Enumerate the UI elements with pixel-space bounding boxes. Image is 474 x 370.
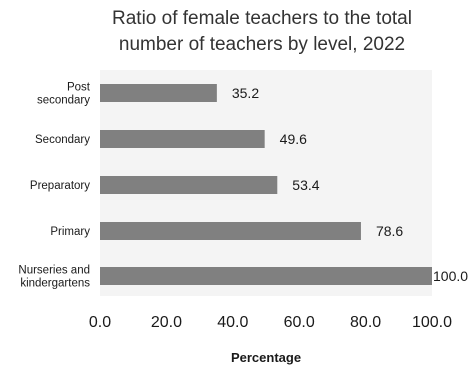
bar (100, 84, 217, 102)
data-label: 49.6 (280, 131, 307, 147)
category-label: Primary (50, 226, 90, 238)
bars-group (100, 84, 432, 285)
category-label: kindergartens (20, 278, 90, 290)
chart-title: Ratio of female teachers to the total num… (112, 8, 412, 55)
category-label: Post (67, 82, 91, 94)
data-label: 78.6 (376, 223, 403, 239)
x-tick-label: 100.0 (412, 314, 452, 331)
data-label: 53.4 (292, 177, 319, 193)
data-label: 100.0 (433, 268, 468, 284)
x-tick-labels: 0.0 20.0 40.0 60.0 80.0 100.0 (89, 314, 452, 331)
chart-title-line: Ratio of female teachers to the total (112, 8, 412, 29)
bar (100, 176, 278, 194)
value-labels: 35.2 49.6 53.4 78.6 100.0 (232, 85, 468, 284)
x-tick-label: 20.0 (151, 314, 182, 331)
bar (100, 267, 432, 285)
x-tick-label: 60.0 (284, 314, 315, 331)
chart-title-line: number of teachers by level, 2022 (119, 34, 405, 55)
x-tick-label: 40.0 (217, 314, 248, 331)
bar (100, 222, 361, 240)
category-label: Preparatory (30, 180, 90, 192)
bar (100, 130, 265, 148)
category-label: secondary (37, 95, 90, 107)
category-label: Secondary (35, 134, 90, 146)
data-label: 35.2 (232, 85, 259, 101)
category-label: Nurseries and (18, 265, 90, 277)
x-tick-label: 0.0 (89, 314, 111, 331)
x-axis-label: Percentage (231, 350, 301, 365)
x-tick-label: 80.0 (350, 314, 381, 331)
